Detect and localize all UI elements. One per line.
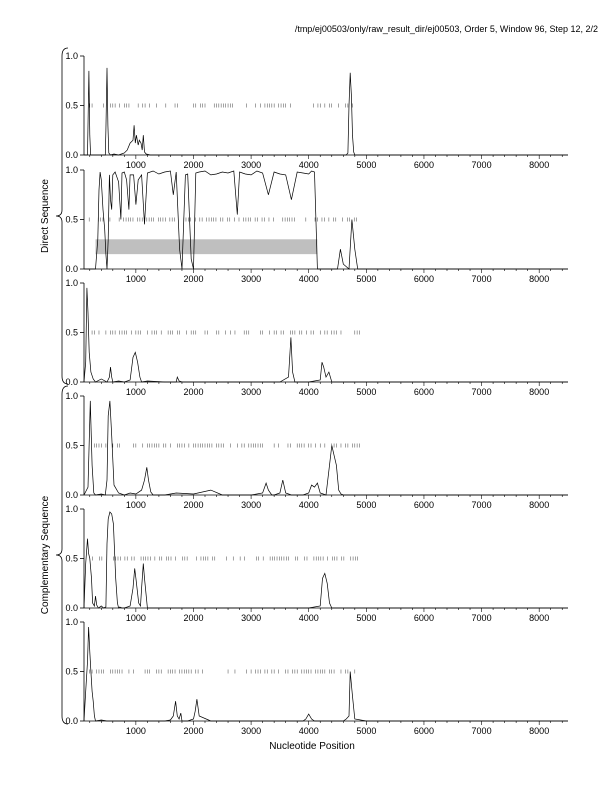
x-tick-label: 1000 (126, 726, 146, 736)
x-tick-label: 4000 (299, 726, 319, 736)
x-tick-label: 3000 (241, 613, 261, 623)
x-tick-label: 5000 (356, 274, 376, 284)
x-tick-label: 3000 (241, 387, 261, 397)
series-line (84, 170, 568, 270)
x-tick-label: 5000 (356, 387, 376, 397)
y-tick-label: 0.0 (65, 264, 78, 274)
x-tick-label: 7000 (472, 613, 492, 623)
panel-6: 0.0 0.5 1.0 1000 2000 3000 4000 5000 6000 7000 800… (65, 617, 568, 736)
x-tick-label: 5000 (356, 500, 376, 510)
group-brace (55, 385, 69, 725)
series-line (83, 287, 568, 383)
x-tick-label: 5000 (356, 613, 376, 623)
panel-1: 0.0 0.5 1.0 1000 2000 3000 4000 5000 6000 7000 800… (65, 51, 568, 170)
y-tick-label: 0.5 (65, 215, 78, 225)
x-tick-label: 6000 (414, 274, 434, 284)
x-tick-label: 2000 (183, 500, 203, 510)
x-tick-label: 3000 (241, 726, 261, 736)
series-line (83, 400, 568, 496)
panel-5: 0.0 0.5 1.0 1000 2000 3000 4000 5000 6000 7000 800… (65, 504, 568, 623)
x-tick-label: 6000 (414, 613, 434, 623)
x-tick-label: 4000 (299, 613, 319, 623)
x-tick-label: 4000 (299, 500, 319, 510)
y-tick-label: 1.0 (65, 617, 78, 627)
y-tick-label: 0.0 (65, 377, 78, 387)
x-tick-label: 6000 (414, 387, 434, 397)
x-tick-label: 8000 (529, 387, 549, 397)
x-tick-label: 5000 (356, 160, 376, 170)
y-tick-label: 0.0 (65, 490, 78, 500)
x-tick-label: 2000 (183, 274, 203, 284)
x-tick-label: 3000 (241, 500, 261, 510)
x-tick-label: 7000 (472, 274, 492, 284)
x-tick-label: 8000 (529, 500, 549, 510)
x-tick-label: 2000 (183, 387, 203, 397)
x-tick-label: 3000 (241, 160, 261, 170)
threshold-band (95, 239, 318, 255)
group-label: Direct Sequence (40, 179, 51, 253)
panel-4: 0.0 0.5 1.0 1000 2000 3000 4000 5000 6000 7000 800… (65, 391, 568, 510)
x-axis-label: Nucleotide Position (269, 741, 355, 752)
x-tick-label: 4000 (299, 387, 319, 397)
x-tick-label: 1000 (126, 274, 146, 284)
x-tick-label: 2000 (183, 160, 203, 170)
group-label: Complementary Sequence (40, 495, 51, 614)
x-tick-label: 7000 (472, 500, 492, 510)
y-tick-label: 0.0 (65, 716, 78, 726)
x-tick-label: 8000 (529, 160, 549, 170)
x-tick-label: 7000 (472, 726, 492, 736)
x-tick-label: 6000 (414, 160, 434, 170)
y-tick-label: 0.5 (65, 667, 78, 677)
x-tick-label: 4000 (299, 160, 319, 170)
x-tick-label: 2000 (183, 726, 203, 736)
series-line (84, 67, 568, 156)
x-tick-label: 5000 (356, 726, 376, 736)
x-tick-label: 1000 (126, 500, 146, 510)
series-line (83, 511, 568, 609)
y-tick-label: 0.5 (65, 101, 78, 111)
x-tick-label: 1000 (126, 160, 146, 170)
chart-header-title: /tmp/ej00503/only/raw_result_dir/ej00503… (294, 24, 598, 34)
series-line (83, 626, 568, 722)
y-tick-label: 1.0 (65, 165, 78, 175)
y-tick-label: 0.5 (65, 554, 78, 564)
group-brace (55, 47, 69, 385)
x-tick-label: 1000 (126, 387, 146, 397)
x-tick-label: 2000 (183, 613, 203, 623)
x-tick-label: 8000 (529, 613, 549, 623)
x-tick-label: 6000 (414, 726, 434, 736)
y-tick-label: 0.5 (65, 328, 78, 338)
y-tick-label: 1.0 (65, 504, 78, 514)
y-tick-label: 1.0 (65, 278, 78, 288)
y-tick-label: 1.0 (65, 51, 78, 61)
x-tick-label: 8000 (529, 274, 549, 284)
x-tick-label: 8000 (529, 726, 549, 736)
y-tick-label: 1.0 (65, 391, 78, 401)
panel-2: 0.0 0.5 1.0 1000 2000 3000 4000 5000 6000 7000 800… (65, 165, 568, 284)
x-tick-label: 1000 (126, 613, 146, 623)
x-tick-label: 4000 (299, 274, 319, 284)
x-tick-label: 6000 (414, 500, 434, 510)
y-tick-label: 0.5 (65, 441, 78, 451)
x-tick-label: 7000 (472, 160, 492, 170)
y-tick-label: 0.0 (65, 603, 78, 613)
panel-3: 0.0 0.5 1.0 1000 2000 3000 4000 5000 6000 7000 800… (65, 278, 568, 397)
y-tick-label: 0.0 (65, 150, 78, 160)
x-tick-label: 3000 (241, 274, 261, 284)
x-tick-label: 7000 (472, 387, 492, 397)
